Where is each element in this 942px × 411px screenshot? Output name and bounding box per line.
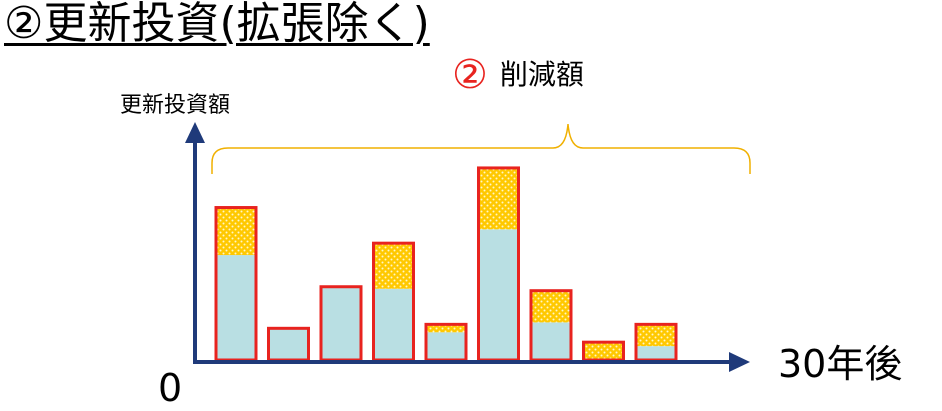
bar-9-reduction-segment — [636, 324, 676, 347]
bar-1-reduction-segment — [216, 207, 256, 256]
bar-7-reduction-segment — [531, 290, 571, 323]
bar-5-reduction-segment — [426, 324, 466, 333]
y-axis-arrowhead — [185, 122, 205, 143]
x-axis-arrowhead — [729, 352, 750, 372]
bars-group — [214, 166, 678, 362]
bar-4-reduction-segment — [373, 243, 414, 289]
y-axis-label: 更新投資額 — [120, 93, 231, 118]
x-axis-end-label: 30年後 — [778, 342, 903, 386]
bar-1-base-segment — [216, 255, 256, 360]
bar-3-base-segment — [321, 286, 361, 360]
bar-6-base-segment — [478, 229, 519, 360]
reduction-marker: ② — [452, 52, 488, 98]
origin-label: 0 — [158, 366, 183, 410]
reduction-annotation: ② 削減額 — [452, 55, 584, 95]
reduction-label-text: 削減額 — [499, 58, 584, 91]
bar-6-reduction-segment — [478, 167, 519, 230]
bar-5-base-segment — [426, 332, 466, 360]
bar-4-base-segment — [373, 288, 414, 360]
bar-2-base-segment — [268, 328, 309, 360]
bar-9-base-segment — [636, 346, 676, 360]
bar-8-reduction-segment — [583, 342, 624, 360]
page-title: ②更新投資(拡張除く) — [4, 0, 430, 49]
reduction-brace — [211, 123, 751, 174]
bar-7-base-segment — [531, 322, 571, 360]
